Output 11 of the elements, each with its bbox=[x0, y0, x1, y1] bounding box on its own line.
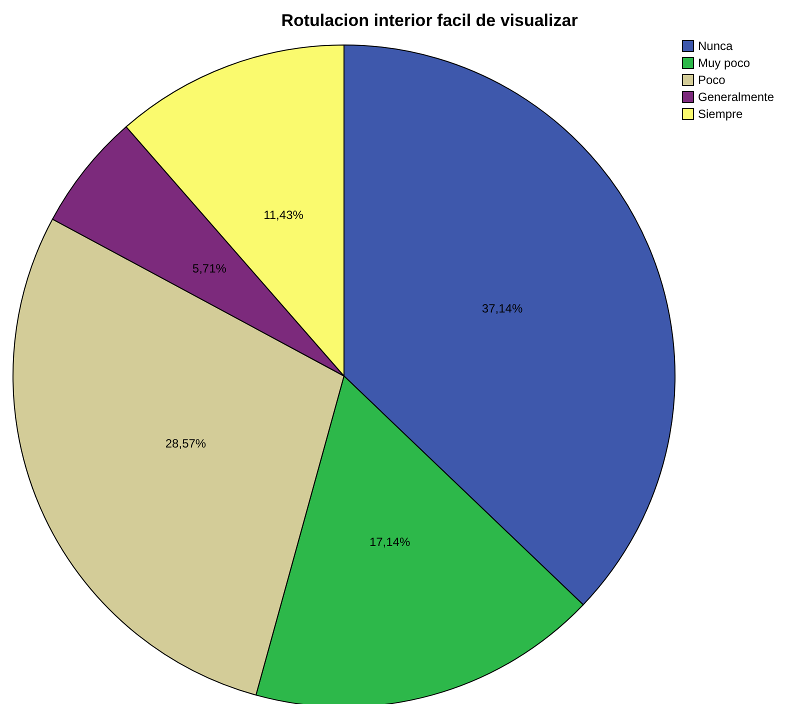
data-label: 17,14% bbox=[369, 534, 410, 549]
legend-label: Poco bbox=[698, 73, 726, 87]
data-label: 28,57% bbox=[165, 436, 206, 451]
legend-label: Muy poco bbox=[698, 56, 750, 70]
chart-title: Rotulacion interior facil de visualizar bbox=[281, 11, 578, 30]
legend-label: Siempre bbox=[698, 107, 744, 121]
data-label: 5,71% bbox=[192, 262, 227, 276]
data-label: 11,43% bbox=[264, 208, 304, 222]
data-label: 37,14% bbox=[482, 301, 523, 316]
legend-label: Nunca bbox=[698, 39, 734, 53]
legend-label: Generalmente bbox=[698, 90, 774, 104]
